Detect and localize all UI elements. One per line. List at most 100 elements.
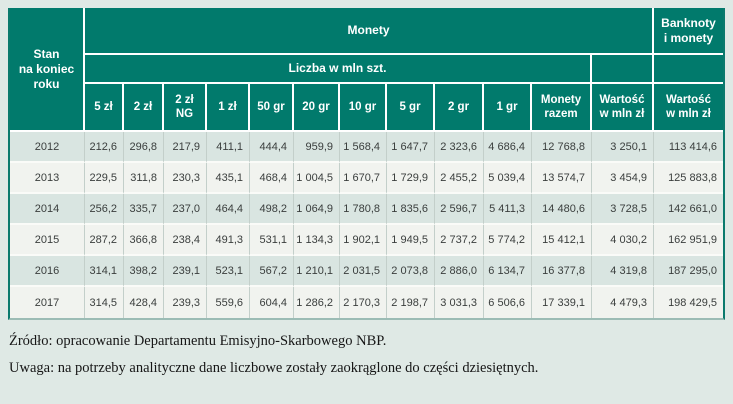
table-row: 2014 256,2 335,7 237,0 464,4 498,2 1 064,9 1 78…	[10, 194, 723, 225]
value-cell: 17 339,1	[532, 287, 592, 318]
col-header-2gr: 2 gr	[435, 84, 484, 132]
value-cell: 1 949,5	[387, 225, 435, 256]
value-cell: 428,4	[124, 287, 164, 318]
subheader-liczba-w-mln-szt: Liczba w mln szt.	[85, 55, 592, 84]
table-body: 2012 212,6 296,8 217,9 411,1 444,4 959,9 1 568,…	[10, 132, 723, 318]
value-cell: 1 064,9	[294, 194, 340, 225]
value-cell: 1 004,5	[294, 163, 340, 194]
value-cell: 162 951,9	[654, 225, 723, 256]
value-cell: 1 902,1	[340, 225, 387, 256]
col-header-wartosc-banknoty: Wartość w mln zł	[654, 84, 723, 132]
value-cell: 1 210,1	[294, 256, 340, 287]
value-cell: 2 170,3	[340, 287, 387, 318]
value-cell: 604,4	[250, 287, 294, 318]
group-header-banknoty-i-monety: Banknoty i monety	[654, 8, 723, 55]
value-cell: 523,1	[207, 256, 250, 287]
table-row: 2017 314,5 428,4 239,3 559,6 604,4 1 286,2 2 17…	[10, 287, 723, 318]
value-cell: 398,2	[124, 256, 164, 287]
page: Stan na koniec roku Monety Banknoty i mo…	[8, 8, 725, 376]
value-cell: 559,6	[207, 287, 250, 318]
value-cell: 444,4	[250, 132, 294, 163]
year-cell: 2013	[10, 163, 85, 194]
col-header-monety-razem: Monety razem	[532, 84, 592, 132]
year-cell: 2012	[10, 132, 85, 163]
table-row: 2016 314,1 398,2 239,1 523,1 567,2 1 210,1 2 03…	[10, 256, 723, 287]
col-header-1zl: 1 zł	[207, 84, 250, 132]
year-cell: 2015	[10, 225, 85, 256]
value-cell: 187 295,0	[654, 256, 723, 287]
value-cell: 2 596,7	[435, 194, 484, 225]
value-cell: 142 661,0	[654, 194, 723, 225]
year-cell: 2014	[10, 194, 85, 225]
value-cell: 287,2	[85, 225, 124, 256]
value-cell: 217,9	[164, 132, 207, 163]
value-cell: 468,4	[250, 163, 294, 194]
corner-header-stan-na-koniec-roku: Stan na koniec roku	[10, 8, 85, 132]
value-cell: 1 729,9	[387, 163, 435, 194]
value-cell: 16 377,8	[532, 256, 592, 287]
value-cell: 2 198,7	[387, 287, 435, 318]
value-cell: 256,2	[85, 194, 124, 225]
col-header-5zl: 5 zł	[85, 84, 124, 132]
value-cell: 1 780,8	[340, 194, 387, 225]
value-cell: 311,8	[124, 163, 164, 194]
group-header-monety: Monety	[85, 8, 654, 55]
value-cell: 125 883,8	[654, 163, 723, 194]
value-cell: 212,6	[85, 132, 124, 163]
value-cell: 3 454,9	[592, 163, 654, 194]
value-cell: 229,5	[85, 163, 124, 194]
value-cell: 1 647,7	[387, 132, 435, 163]
col-header-50gr: 50 gr	[250, 84, 294, 132]
value-cell: 3 031,3	[435, 287, 484, 318]
value-cell: 1 568,4	[340, 132, 387, 163]
col-header-2zl-ng: 2 zł NG	[164, 84, 207, 132]
value-cell: 567,2	[250, 256, 294, 287]
value-cell: 531,1	[250, 225, 294, 256]
value-cell: 2 455,2	[435, 163, 484, 194]
value-cell: 1 286,2	[294, 287, 340, 318]
header-row-groups: Stan na koniec roku Monety Banknoty i mo…	[10, 8, 723, 132]
value-cell: 366,8	[124, 225, 164, 256]
header-row-columns: 5 zł 2 zł 2 zł NG 1 zł 50 gr 20 gr 10 gr…	[10, 84, 723, 132]
value-cell: 4 686,4	[484, 132, 532, 163]
coins-banknotes-table: Stan na koniec roku Monety Banknoty i mo…	[8, 8, 725, 320]
value-cell: 435,1	[207, 163, 250, 194]
value-cell: 6 506,6	[484, 287, 532, 318]
col-header-1gr: 1 gr	[484, 84, 532, 132]
value-cell: 238,4	[164, 225, 207, 256]
value-cell: 296,8	[124, 132, 164, 163]
col-header-20gr: 20 gr	[294, 84, 340, 132]
value-cell: 1 134,3	[294, 225, 340, 256]
value-cell: 3 250,1	[592, 132, 654, 163]
table-header: Stan na koniec roku Monety Banknoty i mo…	[10, 8, 723, 132]
table-row: 2013 229,5 311,8 230,3 435,1 468,4 1 004,5 1 67…	[10, 163, 723, 194]
value-cell: 5 039,4	[484, 163, 532, 194]
value-cell: 2 073,8	[387, 256, 435, 287]
value-cell: 5 411,3	[484, 194, 532, 225]
value-cell: 4 479,3	[592, 287, 654, 318]
value-cell: 198 429,5	[654, 287, 723, 318]
value-cell: 4 319,8	[592, 256, 654, 287]
value-cell: 314,1	[85, 256, 124, 287]
col-header-2zl: 2 zł	[124, 84, 164, 132]
value-cell: 237,0	[164, 194, 207, 225]
value-cell: 239,1	[164, 256, 207, 287]
value-cell: 491,3	[207, 225, 250, 256]
value-cell: 411,1	[207, 132, 250, 163]
value-cell: 959,9	[294, 132, 340, 163]
col-header-wartosc-monety: Wartość w mln zł	[592, 84, 654, 132]
value-cell: 1 835,6	[387, 194, 435, 225]
value-cell: 15 412,1	[532, 225, 592, 256]
value-cell: 498,2	[250, 194, 294, 225]
header-row-subgroup: Liczba w mln szt.	[10, 55, 723, 84]
value-cell: 230,3	[164, 163, 207, 194]
value-cell: 1 670,7	[340, 163, 387, 194]
value-cell: 2 031,5	[340, 256, 387, 287]
value-cell: 464,4	[207, 194, 250, 225]
value-cell: 2 323,6	[435, 132, 484, 163]
value-cell: 3 728,5	[592, 194, 654, 225]
value-cell: 6 134,7	[484, 256, 532, 287]
value-cell: 2 737,2	[435, 225, 484, 256]
year-cell: 2016	[10, 256, 85, 287]
subheader-spacer-banknoty-wartosc	[654, 55, 723, 84]
